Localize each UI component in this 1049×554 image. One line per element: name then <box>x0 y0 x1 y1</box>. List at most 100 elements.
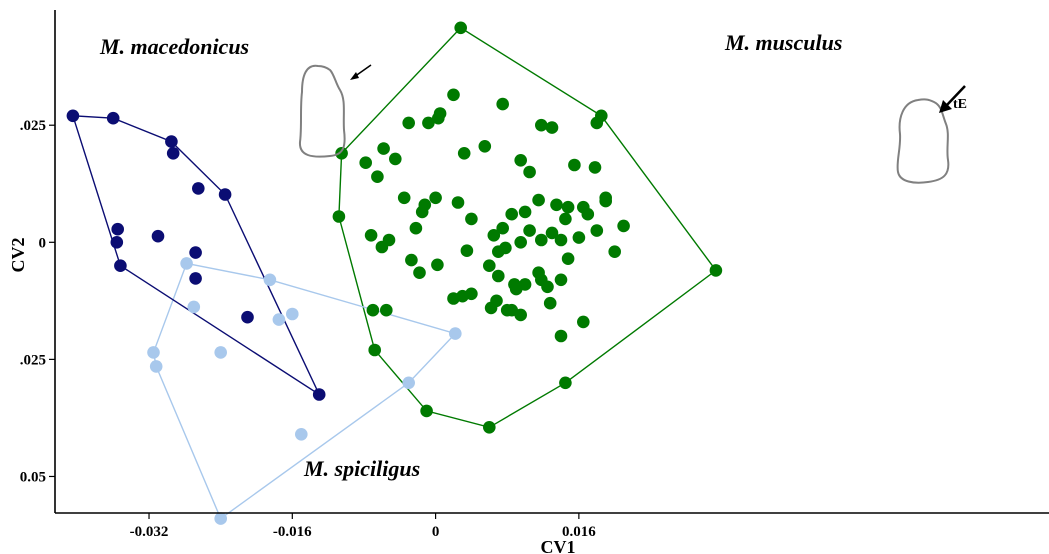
point-m-musculus-15 <box>359 156 373 169</box>
point-m-musculus-82 <box>554 329 568 343</box>
point-m-musculus-49 <box>409 221 423 235</box>
x-tick-label: 0.016 <box>562 524 596 540</box>
point-m-musculus-75 <box>509 282 523 296</box>
point-m-musculus-48 <box>364 229 378 242</box>
point-m-spiciligus-5 <box>147 346 160 359</box>
point-m-musculus-13 <box>432 111 445 125</box>
point-m-musculus-84 <box>590 224 604 237</box>
point-m-spiciligus-1 <box>263 273 277 287</box>
point-m-musculus-29 <box>599 194 612 208</box>
point-m-musculus-26 <box>590 116 604 130</box>
point-m-musculus-32 <box>581 207 595 221</box>
point-m-musculus-11 <box>402 116 416 130</box>
point-m-musculus-41 <box>451 196 465 209</box>
y-tick-label: .025 <box>20 352 46 368</box>
point-m-musculus-54 <box>483 259 496 273</box>
point-m-macedonicus-0 <box>66 109 80 123</box>
point-m-spiciligus-9 <box>214 512 227 525</box>
point-m-musculus-64 <box>554 233 568 247</box>
y-tick-label: 0 <box>39 235 47 251</box>
point-m-musculus-81 <box>543 296 557 310</box>
point-m-macedonicus-9 <box>114 259 127 273</box>
label-musculus: M. musculus <box>724 30 842 55</box>
point-m-musculus-38 <box>496 221 510 235</box>
hull-m--musculus <box>338 26 717 429</box>
point-m-musculus-22 <box>523 165 536 179</box>
label-spiciligus: M. spiciligus <box>303 456 420 481</box>
x-tick-label: 0 <box>432 524 440 540</box>
y-tick-label: 0.05 <box>20 469 46 485</box>
point-m-musculus-23 <box>535 118 548 132</box>
label-te: tE <box>953 97 967 112</box>
arrow-te-head <box>939 100 952 113</box>
point-m-musculus-60 <box>541 280 554 294</box>
point-m-musculus-20 <box>496 97 510 111</box>
point-m-musculus-19 <box>478 140 492 153</box>
y-axis-title: CV2 <box>8 238 28 273</box>
point-m-musculus-74 <box>514 308 527 322</box>
arrow-te <box>945 85 966 107</box>
point-m-musculus-67 <box>523 224 536 237</box>
point-m-musculus-7 <box>332 210 346 223</box>
x-tick-label: -0.032 <box>130 524 169 540</box>
point-m-musculus-21 <box>514 154 527 167</box>
point-m-musculus-51 <box>413 266 426 280</box>
point-m-macedonicus-10 <box>189 246 202 259</box>
point-m-musculus-9 <box>447 88 460 102</box>
point-m-musculus-5 <box>420 404 433 418</box>
point-m-musculus-66 <box>535 233 548 247</box>
point-m-musculus-35 <box>532 193 545 207</box>
convex-hulls <box>71 26 717 520</box>
outline-musculus-drawing <box>896 98 950 184</box>
x-tick-label: -0.016 <box>273 524 312 540</box>
point-m-spiciligus-0 <box>180 257 193 270</box>
point-m-musculus-85 <box>617 219 630 233</box>
point-m-spiciligus-7 <box>214 346 227 359</box>
point-m-musculus-55 <box>492 269 505 283</box>
point-m-macedonicus-8 <box>110 236 124 249</box>
point-m-musculus-62 <box>561 252 575 265</box>
point-m-musculus-47 <box>375 240 389 254</box>
point-m-musculus-6 <box>368 343 382 357</box>
point-m-macedonicus-11 <box>189 272 202 285</box>
point-m-musculus-30 <box>561 200 575 214</box>
point-m-musculus-42 <box>429 191 442 205</box>
point-m-spiciligus-4 <box>286 307 299 321</box>
point-m-musculus-68 <box>514 236 527 249</box>
point-m-spiciligus-3 <box>272 313 286 326</box>
point-m-musculus-80 <box>366 303 380 317</box>
label-macedonicus: M. macedonicus <box>99 34 249 59</box>
point-m-musculus-52 <box>431 258 444 272</box>
point-m-musculus-34 <box>550 198 563 212</box>
point-m-musculus-40 <box>465 212 478 226</box>
point-m-musculus-45 <box>397 191 411 205</box>
point-m-musculus-36 <box>518 205 532 219</box>
point-m-macedonicus-5 <box>218 188 232 201</box>
data-points <box>66 21 723 525</box>
axis-ticks: -0.032 -0.016 0 0.016 .025 0 .025 0.05 <box>20 118 596 540</box>
point-m-musculus-2 <box>709 264 723 277</box>
point-m-macedonicus-3 <box>166 147 180 160</box>
point-m-macedonicus-4 <box>192 182 205 195</box>
point-m-musculus-78 <box>447 292 460 305</box>
point-m-spiciligus-6 <box>149 360 163 373</box>
point-m-musculus-18 <box>457 147 471 160</box>
point-m-macedonicus-1 <box>106 111 120 125</box>
point-m-musculus-0 <box>454 21 468 35</box>
point-m-musculus-16 <box>371 170 384 183</box>
point-m-musculus-50 <box>405 253 418 267</box>
point-m-musculus-14 <box>377 142 390 155</box>
point-m-musculus-37 <box>505 207 518 221</box>
point-m-macedonicus-2 <box>165 135 178 148</box>
point-m-musculus-24 <box>545 121 559 134</box>
arrow-macedonicus-head <box>350 72 359 80</box>
point-m-macedonicus-13 <box>312 388 326 401</box>
point-m-musculus-86 <box>608 245 621 258</box>
point-m-musculus-17 <box>389 152 402 166</box>
point-m-musculus-63 <box>572 231 586 244</box>
point-m-macedonicus-7 <box>111 222 124 236</box>
point-m-musculus-65 <box>545 226 559 240</box>
point-m-musculus-72 <box>484 301 498 315</box>
point-m-musculus-83 <box>577 315 590 329</box>
